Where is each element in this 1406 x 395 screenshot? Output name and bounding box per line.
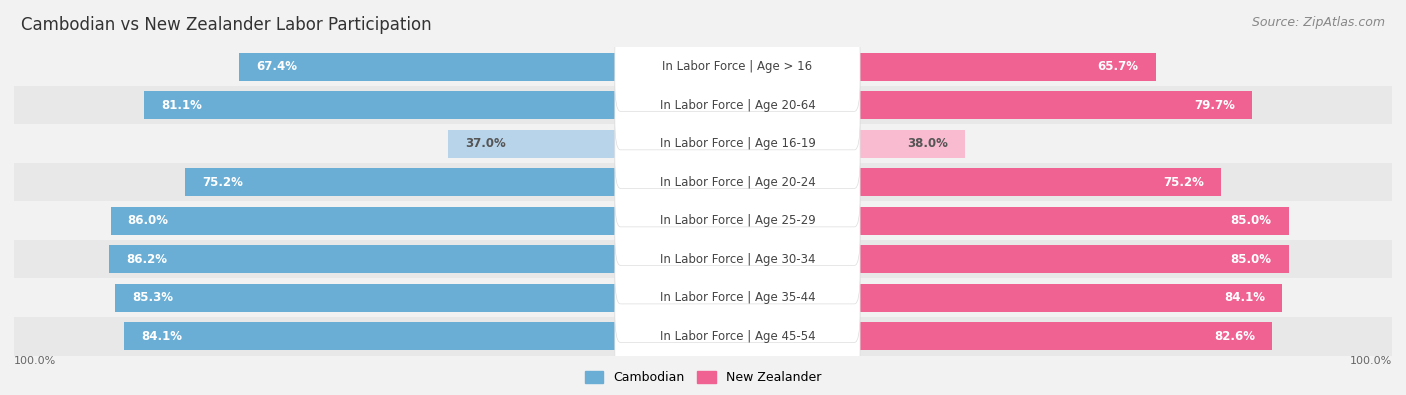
Bar bbox=[14, 317, 1392, 356]
Text: 100.0%: 100.0% bbox=[1350, 356, 1392, 365]
Text: 84.1%: 84.1% bbox=[1225, 291, 1265, 304]
Bar bbox=[14, 240, 1392, 278]
Text: 85.0%: 85.0% bbox=[1230, 214, 1271, 227]
Text: 79.7%: 79.7% bbox=[1194, 99, 1234, 112]
Text: 37.0%: 37.0% bbox=[465, 137, 506, 150]
FancyBboxPatch shape bbox=[614, 214, 860, 304]
FancyBboxPatch shape bbox=[614, 137, 860, 227]
Bar bbox=[14, 124, 1392, 163]
Text: 75.2%: 75.2% bbox=[1163, 176, 1204, 189]
Text: 85.3%: 85.3% bbox=[132, 291, 173, 304]
Bar bbox=[703, 245, 1289, 273]
Text: In Labor Force | Age 20-64: In Labor Force | Age 20-64 bbox=[659, 99, 815, 112]
Text: 75.2%: 75.2% bbox=[202, 176, 243, 189]
Text: In Labor Force | Age 16-19: In Labor Force | Age 16-19 bbox=[659, 137, 815, 150]
FancyBboxPatch shape bbox=[614, 60, 860, 150]
Text: Source: ZipAtlas.com: Source: ZipAtlas.com bbox=[1251, 16, 1385, 29]
Bar bbox=[14, 86, 1392, 124]
Bar bbox=[703, 53, 1156, 81]
Text: 38.0%: 38.0% bbox=[907, 137, 948, 150]
FancyBboxPatch shape bbox=[614, 253, 860, 342]
Bar bbox=[449, 130, 703, 158]
Bar bbox=[703, 284, 1282, 312]
Bar bbox=[703, 207, 1289, 235]
Bar bbox=[124, 322, 703, 350]
Text: In Labor Force | Age 30-34: In Labor Force | Age 30-34 bbox=[659, 253, 815, 266]
Text: In Labor Force | Age 45-54: In Labor Force | Age 45-54 bbox=[659, 330, 815, 343]
Bar bbox=[186, 168, 703, 196]
Text: 81.1%: 81.1% bbox=[162, 99, 202, 112]
Text: 82.6%: 82.6% bbox=[1213, 330, 1254, 343]
Bar bbox=[14, 278, 1392, 317]
Text: 67.4%: 67.4% bbox=[256, 60, 297, 73]
Bar bbox=[14, 47, 1392, 86]
FancyBboxPatch shape bbox=[614, 292, 860, 381]
Bar bbox=[239, 53, 703, 81]
FancyBboxPatch shape bbox=[614, 99, 860, 188]
Bar bbox=[14, 163, 1392, 201]
Text: 100.0%: 100.0% bbox=[14, 356, 56, 365]
Text: 84.1%: 84.1% bbox=[141, 330, 181, 343]
FancyBboxPatch shape bbox=[614, 22, 860, 111]
Text: 65.7%: 65.7% bbox=[1098, 60, 1139, 73]
Bar bbox=[110, 245, 703, 273]
Text: In Labor Force | Age 25-29: In Labor Force | Age 25-29 bbox=[659, 214, 815, 227]
Text: 86.2%: 86.2% bbox=[127, 253, 167, 266]
Bar bbox=[115, 284, 703, 312]
Bar bbox=[111, 207, 703, 235]
Bar bbox=[703, 168, 1220, 196]
FancyBboxPatch shape bbox=[614, 176, 860, 265]
Text: 86.0%: 86.0% bbox=[128, 214, 169, 227]
Text: In Labor Force | Age 20-24: In Labor Force | Age 20-24 bbox=[659, 176, 815, 189]
Legend: Cambodian, New Zealander: Cambodian, New Zealander bbox=[579, 366, 827, 389]
Text: In Labor Force | Age > 16: In Labor Force | Age > 16 bbox=[662, 60, 813, 73]
Text: Cambodian vs New Zealander Labor Participation: Cambodian vs New Zealander Labor Partici… bbox=[21, 16, 432, 34]
Bar bbox=[14, 201, 1392, 240]
Bar bbox=[703, 91, 1253, 119]
Bar bbox=[145, 91, 703, 119]
Bar bbox=[703, 130, 965, 158]
Text: In Labor Force | Age 35-44: In Labor Force | Age 35-44 bbox=[659, 291, 815, 304]
Bar bbox=[703, 322, 1272, 350]
Text: 85.0%: 85.0% bbox=[1230, 253, 1271, 266]
